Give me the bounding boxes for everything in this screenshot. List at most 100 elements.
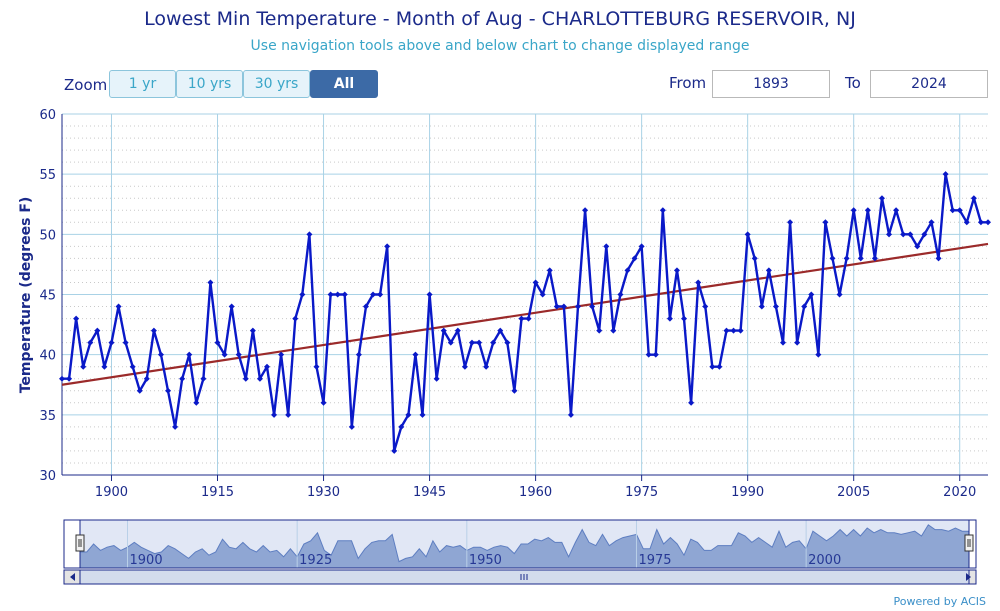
- data-point[interactable]: [249, 327, 256, 334]
- data-point[interactable]: [461, 363, 468, 370]
- data-point[interactable]: [949, 207, 956, 214]
- data-point[interactable]: [730, 327, 737, 334]
- data-point[interactable]: [200, 375, 207, 382]
- data-point[interactable]: [412, 351, 419, 358]
- data-point[interactable]: [871, 255, 878, 262]
- zoom-1yr-button[interactable]: 1 yr: [109, 70, 176, 98]
- data-point[interactable]: [673, 267, 680, 274]
- data-point[interactable]: [914, 243, 921, 250]
- data-point[interactable]: [709, 363, 716, 370]
- data-point[interactable]: [334, 291, 341, 298]
- data-point[interactable]: [129, 363, 136, 370]
- data-point[interactable]: [772, 303, 779, 310]
- data-point[interactable]: [59, 375, 65, 382]
- navigator-left-handle[interactable]: [75, 534, 85, 552]
- data-point[interactable]: [921, 231, 928, 238]
- data-point[interactable]: [624, 267, 631, 274]
- data-point[interactable]: [384, 243, 391, 250]
- data-point[interactable]: [327, 291, 334, 298]
- data-point[interactable]: [751, 255, 758, 262]
- data-point[interactable]: [808, 291, 815, 298]
- data-point[interactable]: [320, 399, 327, 406]
- data-point[interactable]: [836, 291, 843, 298]
- data-point[interactable]: [822, 219, 829, 226]
- data-point[interactable]: [645, 351, 652, 358]
- data-point[interactable]: [447, 339, 454, 346]
- data-point[interactable]: [101, 363, 108, 370]
- data-point[interactable]: [150, 327, 157, 334]
- data-point[interactable]: [532, 279, 539, 286]
- data-point[interactable]: [518, 315, 525, 322]
- data-point[interactable]: [115, 303, 122, 310]
- data-point[interactable]: [681, 315, 688, 322]
- data-point[interactable]: [256, 375, 263, 382]
- data-point[interactable]: [864, 207, 871, 214]
- data-point[interactable]: [801, 303, 808, 310]
- data-point[interactable]: [497, 327, 504, 334]
- data-point[interactable]: [348, 423, 355, 430]
- data-point[interactable]: [666, 315, 673, 322]
- data-point[interactable]: [362, 303, 369, 310]
- data-point[interactable]: [214, 339, 221, 346]
- data-point[interactable]: [617, 291, 624, 298]
- data-point[interactable]: [242, 375, 249, 382]
- data-point[interactable]: [440, 327, 447, 334]
- data-point[interactable]: [122, 339, 129, 346]
- data-point[interactable]: [419, 411, 426, 418]
- data-point[interactable]: [977, 219, 984, 226]
- data-point[interactable]: [468, 339, 475, 346]
- data-point[interactable]: [292, 315, 299, 322]
- data-point[interactable]: [73, 315, 80, 322]
- data-point[interactable]: [780, 339, 787, 346]
- data-point[interactable]: [94, 327, 101, 334]
- data-point[interactable]: [956, 207, 963, 214]
- data-point[interactable]: [843, 255, 850, 262]
- zoom-30yrs-button[interactable]: 30 yrs: [243, 70, 310, 98]
- data-point[interactable]: [935, 255, 942, 262]
- data-point[interactable]: [985, 219, 991, 226]
- data-point[interactable]: [560, 303, 567, 310]
- data-point[interactable]: [716, 363, 723, 370]
- data-point[interactable]: [377, 291, 384, 298]
- data-point[interactable]: [179, 375, 186, 382]
- data-point[interactable]: [850, 207, 857, 214]
- data-point[interactable]: [143, 375, 150, 382]
- data-point[interactable]: [815, 351, 822, 358]
- data-point[interactable]: [928, 219, 935, 226]
- data-point[interactable]: [758, 303, 765, 310]
- data-point[interactable]: [355, 351, 362, 358]
- data-point[interactable]: [942, 171, 949, 178]
- data-point[interactable]: [483, 363, 490, 370]
- data-point[interactable]: [108, 339, 115, 346]
- data-point[interactable]: [886, 231, 893, 238]
- data-point[interactable]: [575, 303, 582, 310]
- data-point[interactable]: [398, 423, 405, 430]
- data-point[interactable]: [235, 351, 242, 358]
- data-point[interactable]: [157, 351, 164, 358]
- data-point[interactable]: [893, 207, 900, 214]
- data-point[interactable]: [426, 291, 433, 298]
- data-point[interactable]: [306, 231, 313, 238]
- data-point[interactable]: [631, 255, 638, 262]
- data-point[interactable]: [172, 423, 179, 430]
- data-point[interactable]: [454, 327, 461, 334]
- data-point[interactable]: [596, 327, 603, 334]
- data-point[interactable]: [900, 231, 907, 238]
- to-input[interactable]: [870, 70, 988, 98]
- navigator-selection[interactable]: [79, 519, 970, 569]
- data-point[interactable]: [221, 351, 228, 358]
- data-point[interactable]: [744, 231, 751, 238]
- data-point[interactable]: [829, 255, 836, 262]
- data-point[interactable]: [582, 207, 589, 214]
- navigator-right-handle[interactable]: [964, 534, 974, 552]
- data-point[interactable]: [490, 339, 497, 346]
- data-point[interactable]: [228, 303, 235, 310]
- data-point[interactable]: [546, 267, 553, 274]
- data-point[interactable]: [963, 219, 970, 226]
- scroll-left-arrow-icon[interactable]: [70, 573, 75, 581]
- data-point[interactable]: [589, 303, 596, 310]
- data-point[interactable]: [263, 363, 270, 370]
- data-point[interactable]: [405, 411, 412, 418]
- data-point[interactable]: [567, 411, 574, 418]
- data-point[interactable]: [80, 363, 87, 370]
